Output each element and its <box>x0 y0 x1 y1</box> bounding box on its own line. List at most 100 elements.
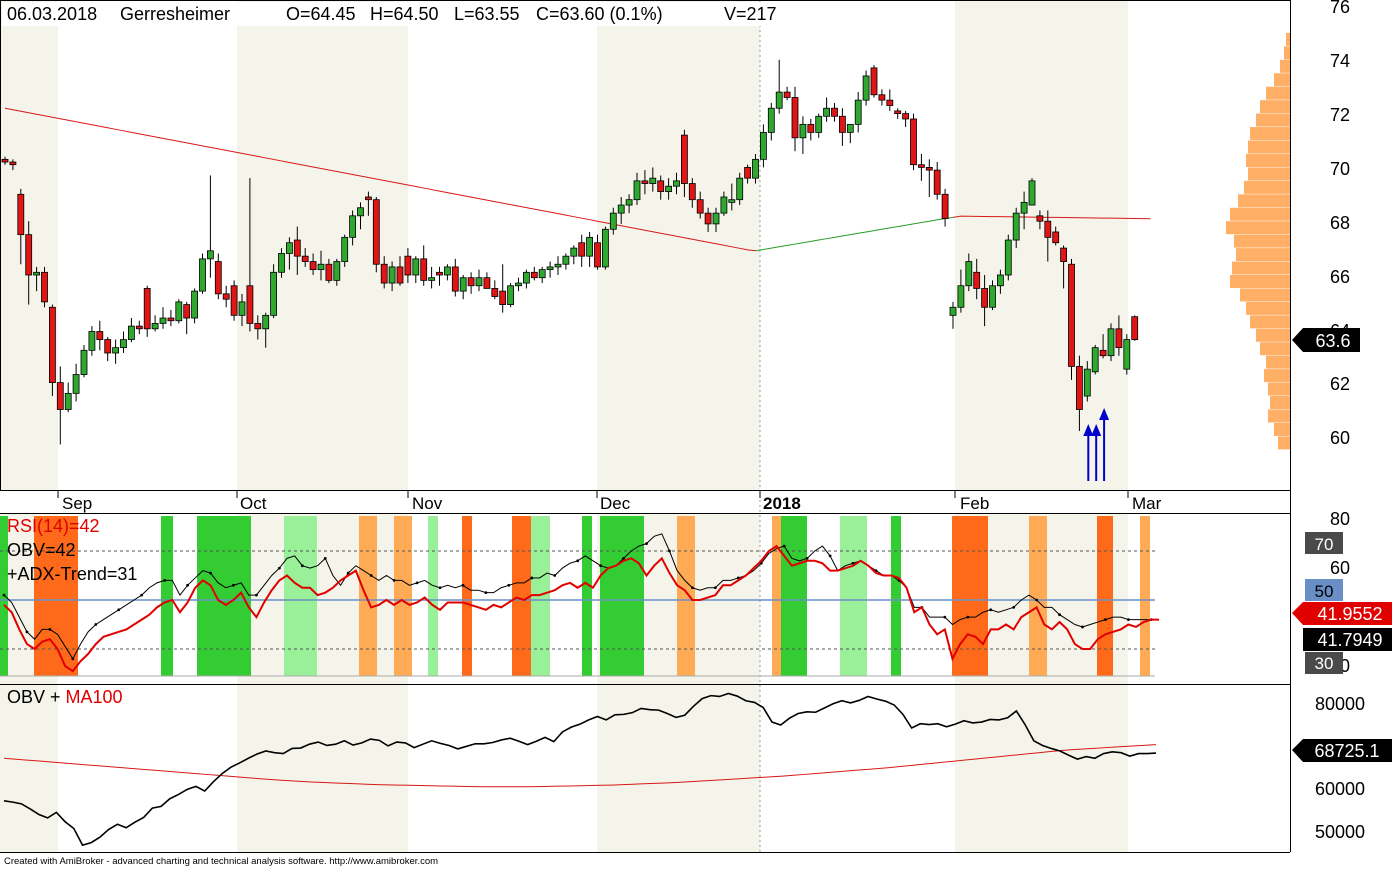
candle-body <box>918 164 925 168</box>
candle-body <box>333 261 341 281</box>
obv-oscillator-point <box>782 544 786 548</box>
rsi-value: 41.9552 <box>1317 604 1382 624</box>
candle-body <box>1068 263 1075 367</box>
candle-body <box>349 215 357 238</box>
price-tick-label: 68 <box>1330 213 1350 233</box>
obv-oscillator-point <box>966 615 970 619</box>
month-label: Sep <box>62 494 92 513</box>
candle-body <box>554 263 562 268</box>
obv-axis: 80000 60000 50000 68725.1 <box>1292 694 1392 842</box>
volume-profile-bar <box>1270 396 1290 410</box>
candle-body <box>25 234 33 276</box>
obv-panel[interactable] <box>3 692 1157 847</box>
candle-body <box>696 199 704 214</box>
candle-body <box>728 199 736 203</box>
candle-body <box>997 274 1004 287</box>
price-axis: 76 74 72 70 68 66 64 62 60 <box>1330 0 1350 448</box>
month-band <box>237 514 408 684</box>
buy-signal-arrow-head <box>1083 424 1094 436</box>
volume-profile-bar <box>1230 275 1290 288</box>
candle-body <box>775 91 783 109</box>
candle-body <box>380 263 388 284</box>
candle-body <box>41 271 48 303</box>
obv-rsi-label: OBV=42 <box>7 540 76 560</box>
obv-oscillator-point <box>1104 618 1107 621</box>
obv-tick-label: 50000 <box>1315 822 1365 842</box>
rsi-panel[interactable] <box>0 516 1159 677</box>
candle-body <box>720 196 728 214</box>
candle-body <box>372 199 380 265</box>
adx-trend-zone <box>462 516 472 676</box>
candle-body <box>1099 349 1107 357</box>
volume-profile-bar <box>1256 328 1290 342</box>
candle-body <box>767 107 775 133</box>
candle-body <box>183 304 191 319</box>
candle-body <box>894 110 902 115</box>
volume-profile-bar <box>1266 86 1290 100</box>
candle-body <box>285 242 293 254</box>
obv-oscillator-point <box>255 593 258 597</box>
month-band <box>237 1 408 490</box>
candle-body <box>633 180 641 201</box>
adx-trend-zone <box>531 516 550 676</box>
candle-body <box>973 271 981 289</box>
candle-body <box>127 325 135 340</box>
obv-oscillator-point <box>232 583 235 587</box>
candle-body <box>570 247 578 257</box>
month-band <box>0 685 58 852</box>
price-tick-label: 72 <box>1330 105 1350 125</box>
month-band <box>597 1 760 490</box>
price-panel[interactable] <box>1 32 1290 481</box>
candle-body <box>483 277 491 289</box>
candle-body <box>341 236 349 262</box>
candle-body <box>230 285 238 316</box>
candle-body <box>104 339 112 354</box>
volume-profile-bar <box>1250 127 1290 141</box>
candle-body <box>1076 366 1083 410</box>
volume-profile-bar <box>1256 113 1290 127</box>
adx-trend-zone <box>394 516 412 676</box>
obv-oscillator-point <box>392 579 396 582</box>
candle-body <box>33 271 40 276</box>
candle-body <box>815 115 823 133</box>
chart-header: 06.03.2018 Gerresheimer O=64.45 H=64.50 … <box>2 2 788 26</box>
candle-body <box>957 285 965 308</box>
candle-body <box>301 255 309 262</box>
obv-oscillator-point <box>828 554 832 558</box>
obv-oscillator-point <box>277 566 281 570</box>
adx-trend-zone <box>952 516 988 676</box>
volume-profile-bar <box>1240 288 1290 302</box>
candle-body <box>254 323 262 330</box>
candle-body <box>443 266 451 276</box>
candle-body <box>902 113 909 120</box>
candle-body <box>736 177 744 201</box>
adx-trend-zone <box>840 516 867 676</box>
obv-oscillator-point <box>346 571 350 575</box>
candle-body <box>151 323 159 330</box>
candle-body <box>538 269 546 279</box>
volume-profile-bar <box>1234 234 1290 248</box>
candle-body <box>625 199 633 206</box>
obv-oscillator-point <box>323 556 327 560</box>
rsi-line <box>3 544 1159 673</box>
obv-oscillator-point <box>507 583 511 587</box>
footer-credit: Created with AmiBroker - advanced charti… <box>4 856 438 867</box>
volume-profile-bar <box>1238 194 1290 208</box>
year-label: 2018 <box>763 494 801 513</box>
candle-body <box>1107 328 1115 357</box>
candle-body <box>120 339 127 349</box>
adx-trend-zone <box>600 516 644 676</box>
obv-oscillator-point <box>1035 598 1039 602</box>
candle-body <box>925 166 933 171</box>
candle-body <box>665 185 672 193</box>
obv-oscillator-point <box>438 586 442 590</box>
candle-body <box>388 266 396 284</box>
candle-body <box>1044 220 1052 238</box>
obv-value-marker <box>1292 739 1392 762</box>
candle-body <box>436 271 443 276</box>
candle-body <box>712 212 720 225</box>
obv-oscillator-point <box>186 583 189 587</box>
obv-oscillator-point <box>645 542 648 546</box>
obv-oscillator-point <box>736 576 740 580</box>
